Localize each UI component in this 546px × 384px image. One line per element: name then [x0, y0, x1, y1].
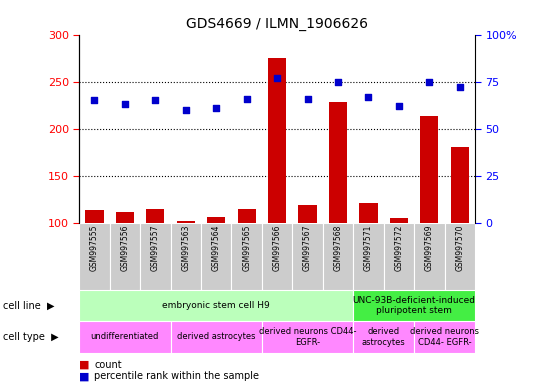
Text: cell type  ▶: cell type ▶	[3, 332, 58, 342]
Title: GDS4669 / ILMN_1906626: GDS4669 / ILMN_1906626	[186, 17, 368, 31]
Text: GSM997569: GSM997569	[425, 225, 434, 271]
Text: ■: ■	[79, 360, 90, 370]
Bar	[323, 223, 353, 290]
Point	[90, 98, 99, 104]
Point	[303, 96, 312, 102]
Bar	[299, 205, 317, 223]
Bar	[146, 209, 164, 223]
Bar	[292, 223, 323, 290]
Text: GSM997566: GSM997566	[272, 225, 282, 271]
Bar	[384, 223, 414, 290]
Text: embryonic stem cell H9: embryonic stem cell H9	[162, 301, 270, 310]
Bar	[390, 218, 408, 223]
Text: derived neurons CD44-
EGFR-: derived neurons CD44- EGFR-	[259, 327, 357, 347]
Text: GSM997570: GSM997570	[455, 225, 464, 271]
Point	[181, 107, 190, 113]
Point	[151, 98, 159, 104]
Point	[395, 103, 403, 109]
Bar	[353, 321, 414, 353]
Point	[455, 84, 464, 90]
Text: GSM997571: GSM997571	[364, 225, 373, 271]
Text: GSM997564: GSM997564	[212, 225, 221, 271]
Bar	[232, 223, 262, 290]
Text: GSM997557: GSM997557	[151, 225, 160, 271]
Bar	[207, 217, 225, 223]
Bar	[262, 321, 353, 353]
Bar	[79, 290, 353, 321]
Bar	[329, 102, 347, 223]
Text: GSM997565: GSM997565	[242, 225, 251, 271]
Bar	[444, 223, 475, 290]
Text: GSM997563: GSM997563	[181, 225, 190, 271]
Text: GSM997567: GSM997567	[303, 225, 312, 271]
Bar	[353, 223, 384, 290]
Point	[212, 105, 221, 111]
Text: undifferentiated: undifferentiated	[91, 333, 159, 341]
Point	[273, 75, 282, 81]
Bar	[414, 321, 475, 353]
Bar	[414, 223, 444, 290]
Bar	[170, 223, 201, 290]
Bar	[353, 290, 475, 321]
Text: cell line  ▶: cell line ▶	[3, 300, 54, 310]
Text: derived neurons
CD44- EGFR-: derived neurons CD44- EGFR-	[410, 327, 479, 347]
Bar	[420, 116, 438, 223]
Text: derived
astrocytes: derived astrocytes	[362, 327, 406, 347]
Bar	[268, 58, 286, 223]
Point	[334, 79, 342, 85]
Bar	[170, 321, 262, 353]
Bar	[79, 223, 110, 290]
Text: GSM997556: GSM997556	[120, 225, 129, 271]
Text: GSM997555: GSM997555	[90, 225, 99, 271]
Text: derived astrocytes: derived astrocytes	[177, 333, 256, 341]
Bar	[176, 221, 195, 223]
Bar	[116, 212, 134, 223]
Point	[242, 96, 251, 102]
Text: UNC-93B-deficient-induced
pluripotent stem: UNC-93B-deficient-induced pluripotent st…	[353, 296, 476, 315]
Bar	[238, 209, 256, 223]
Bar	[450, 147, 469, 223]
Bar	[359, 203, 378, 223]
Text: count: count	[94, 360, 122, 370]
Bar	[110, 223, 140, 290]
Text: ■: ■	[79, 371, 90, 381]
Text: GSM997568: GSM997568	[334, 225, 342, 271]
Point	[425, 79, 434, 85]
Bar	[262, 223, 292, 290]
Text: percentile rank within the sample: percentile rank within the sample	[94, 371, 259, 381]
Text: GSM997572: GSM997572	[394, 225, 403, 271]
Bar	[79, 321, 170, 353]
Bar	[201, 223, 232, 290]
Point	[364, 94, 373, 100]
Point	[121, 101, 129, 107]
Bar	[85, 210, 104, 223]
Bar	[140, 223, 170, 290]
